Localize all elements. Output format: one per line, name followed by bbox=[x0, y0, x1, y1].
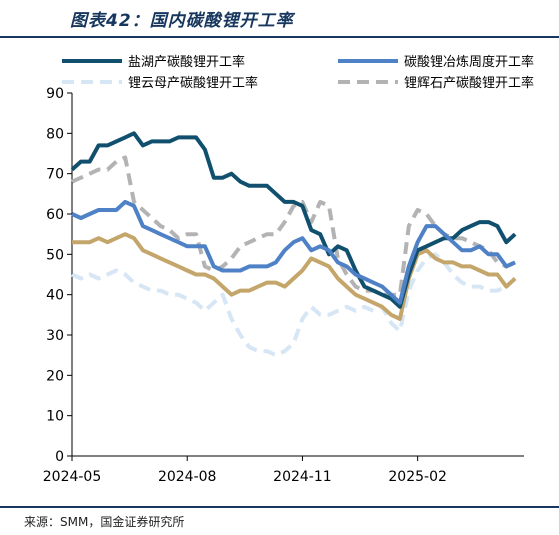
y-tick-label: 70 bbox=[46, 167, 64, 183]
bottom-rule bbox=[0, 506, 559, 508]
y-tick-label: 90 bbox=[46, 86, 64, 102]
series-line-3 bbox=[71, 155, 516, 297]
series-line-0 bbox=[70, 131, 517, 309]
y-tick-label: 20 bbox=[46, 368, 64, 384]
x-tick-label: 2024-08 bbox=[158, 469, 217, 485]
axes: 0 10 20 30 40 50 60 70 80 90 2024-05 2024-08 2024-11… bbox=[43, 86, 524, 485]
title-rule bbox=[0, 36, 559, 38]
x-tick-label: 2024-11 bbox=[273, 469, 332, 485]
legend-label-2: 锂云母产碳酸锂开工率 bbox=[128, 75, 258, 91]
series-line-4 bbox=[72, 232, 517, 321]
series-line-2 bbox=[71, 252, 517, 358]
y-tick-label: 10 bbox=[46, 409, 64, 425]
legend-label-0: 盐湖产碳酸锂开工率 bbox=[128, 54, 245, 70]
y-tick-label: 50 bbox=[46, 247, 64, 263]
x-tick-label: 2024-05 bbox=[43, 469, 102, 485]
source-note: 来源：SMM，国金证券研究所 bbox=[24, 515, 185, 529]
legend-label-1: 碳酸锂冶炼周度开工率 bbox=[404, 54, 534, 70]
y-tick-label: 0 bbox=[55, 449, 64, 465]
y-tick-label: 60 bbox=[46, 207, 64, 223]
x-tick-label: 2025-02 bbox=[388, 469, 447, 485]
legend-label-3: 锂辉石产碳酸锂开工率 bbox=[404, 75, 534, 91]
y-tick-label: 40 bbox=[46, 288, 64, 304]
y-tick-label: 30 bbox=[46, 328, 64, 344]
y-tick-label: 80 bbox=[46, 126, 64, 142]
series-lines bbox=[70, 131, 517, 358]
series-line-1 bbox=[71, 199, 516, 305]
figure-title: 图表42：国内碳酸锂开工率 bbox=[70, 11, 294, 31]
